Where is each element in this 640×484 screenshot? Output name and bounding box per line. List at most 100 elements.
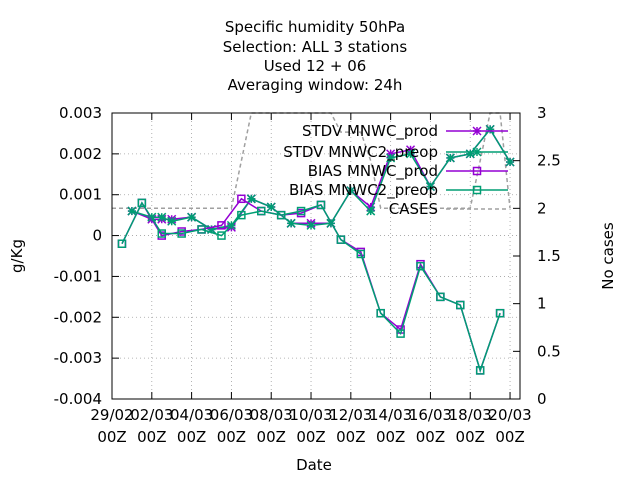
point-marker-star-d2 bbox=[465, 149, 475, 159]
y-tick-label: 0.002 bbox=[59, 145, 102, 163]
y-tick-label: 0.001 bbox=[59, 186, 102, 204]
y2-tick-label: 2 bbox=[537, 199, 547, 217]
legend-label: BIAS MNWC_prod bbox=[308, 162, 438, 181]
point-marker-star-d2 bbox=[306, 220, 316, 230]
chart-title: Specific humidity 50hPa Selection: ALL 3… bbox=[223, 18, 408, 94]
y-tick-label: 0.003 bbox=[59, 104, 102, 122]
axes: -0.004 -0.003 -0.002 -0.001 0 0.001 0.002 0.003… bbox=[54, 104, 561, 446]
point-marker-star-d2 bbox=[346, 186, 356, 196]
point-marker-star-d2 bbox=[406, 149, 416, 159]
y2-tick-label: 3 bbox=[537, 104, 547, 122]
point-marker-star-d2 bbox=[386, 153, 396, 163]
point-marker-square bbox=[356, 249, 366, 259]
y2-tick-label: 0.5 bbox=[537, 342, 561, 360]
point-marker-star-d2 bbox=[472, 126, 482, 136]
point-marker-square bbox=[456, 300, 465, 310]
point-marker-square bbox=[472, 185, 482, 195]
title-line-1: Specific humidity 50hPa bbox=[225, 18, 405, 36]
x-tick-label-date: 16/03 bbox=[409, 406, 452, 424]
x-tick-label-time: 00Z bbox=[495, 428, 524, 446]
x-tick-label-date: 18/03 bbox=[449, 406, 492, 424]
point-marker-square bbox=[217, 221, 226, 230]
point-marker-square bbox=[237, 194, 246, 204]
point-marker-square bbox=[296, 206, 306, 216]
point-marker-square bbox=[396, 329, 405, 338]
point-marker-square bbox=[376, 308, 385, 318]
x-tick-label-date: 06/03 bbox=[210, 406, 253, 424]
y-axis-label: g/Kg bbox=[8, 239, 26, 273]
y-tick-label: -0.004 bbox=[54, 390, 102, 408]
y-tick-label: -0.001 bbox=[54, 267, 102, 285]
legend-label: STDV MNWC2_preop bbox=[283, 143, 438, 162]
point-marker-square bbox=[117, 239, 127, 248]
legend-label: CASES bbox=[389, 200, 438, 218]
point-marker-square bbox=[257, 206, 266, 216]
point-marker-square bbox=[416, 261, 425, 271]
point-marker-square bbox=[316, 200, 326, 210]
x-tick-label-date: 12/03 bbox=[329, 406, 372, 424]
point-marker-star-d2 bbox=[366, 206, 376, 216]
point-marker-square bbox=[177, 229, 186, 238]
legend-label: STDV MNWC_prod bbox=[302, 122, 438, 141]
title-line-3: Used 12 + 06 bbox=[264, 57, 367, 75]
x-axis-label: Date bbox=[296, 456, 332, 474]
y-tick-label: 0 bbox=[92, 227, 102, 245]
data-series bbox=[117, 124, 515, 375]
point-marker-star-d2 bbox=[167, 216, 177, 226]
point-marker-star-d2 bbox=[246, 194, 256, 204]
point-marker-star-d2 bbox=[472, 147, 482, 157]
cases-series bbox=[112, 112, 511, 210]
title-line-2: Selection: ALL 3 stations bbox=[223, 38, 408, 56]
point-marker-star-d2 bbox=[127, 206, 137, 216]
y-tick-label: -0.002 bbox=[54, 308, 102, 326]
x-tick-label-date: 08/03 bbox=[250, 406, 293, 424]
point-marker-square bbox=[436, 292, 445, 302]
x-tick-label-date: 02/03 bbox=[130, 406, 173, 424]
point-marker-square bbox=[237, 210, 246, 220]
point-marker-square bbox=[197, 225, 206, 234]
point-marker-square bbox=[117, 239, 127, 248]
point-marker-square bbox=[157, 229, 167, 238]
legend-label: BIAS MNWC2_preop bbox=[289, 181, 438, 200]
x-tick-label-date: 20/03 bbox=[488, 406, 531, 424]
x-tick-label-time: 00Z bbox=[456, 428, 485, 446]
y2-tick-label: 1.5 bbox=[537, 247, 561, 265]
x-tick-label-time: 00Z bbox=[97, 428, 126, 446]
point-marker-star-d2 bbox=[286, 218, 296, 228]
point-marker-square bbox=[472, 166, 482, 176]
x-tick-label-time: 00Z bbox=[177, 428, 206, 446]
x-tick-label-date: 14/03 bbox=[369, 406, 412, 424]
x-tick-label-time: 00Z bbox=[257, 428, 286, 446]
y2-axis-label: No cases bbox=[599, 222, 617, 290]
x-tick-label-date: 29/02 bbox=[90, 406, 133, 424]
point-marker-square bbox=[217, 231, 226, 240]
point-marker-square bbox=[137, 198, 147, 208]
x-tick-label-time: 00Z bbox=[137, 428, 166, 446]
point-marker-star-d2 bbox=[386, 149, 396, 159]
point-marker-star-d2 bbox=[406, 145, 416, 155]
point-marker-square bbox=[336, 235, 346, 244]
point-marker-star-d2 bbox=[485, 124, 495, 134]
y2-tick-label: 2.5 bbox=[537, 152, 561, 170]
x-tick-label-date: 04/03 bbox=[170, 406, 213, 424]
point-marker-square bbox=[475, 366, 485, 375]
point-marker-square bbox=[495, 308, 505, 318]
series-line bbox=[112, 112, 511, 210]
point-marker-star-d2 bbox=[445, 153, 455, 163]
x-tick-label-time: 00Z bbox=[416, 428, 445, 446]
x-tick-label-time: 00Z bbox=[336, 428, 365, 446]
point-marker-star-d2 bbox=[505, 157, 515, 167]
x-tick-label-time: 00Z bbox=[217, 428, 246, 446]
x-tick-label-time: 00Z bbox=[296, 428, 325, 446]
point-marker-star-d2 bbox=[266, 202, 276, 212]
title-line-4: Averaging window: 24h bbox=[228, 76, 403, 94]
series-cases bbox=[112, 112, 511, 210]
point-marker-square bbox=[276, 210, 286, 220]
y-tick-label: -0.003 bbox=[54, 349, 102, 367]
point-marker-star-d2 bbox=[425, 182, 435, 192]
point-marker-star-d2 bbox=[187, 212, 197, 222]
series-bias-mnwc2-preop bbox=[117, 198, 505, 375]
y2-tick-label: 1 bbox=[537, 295, 547, 313]
